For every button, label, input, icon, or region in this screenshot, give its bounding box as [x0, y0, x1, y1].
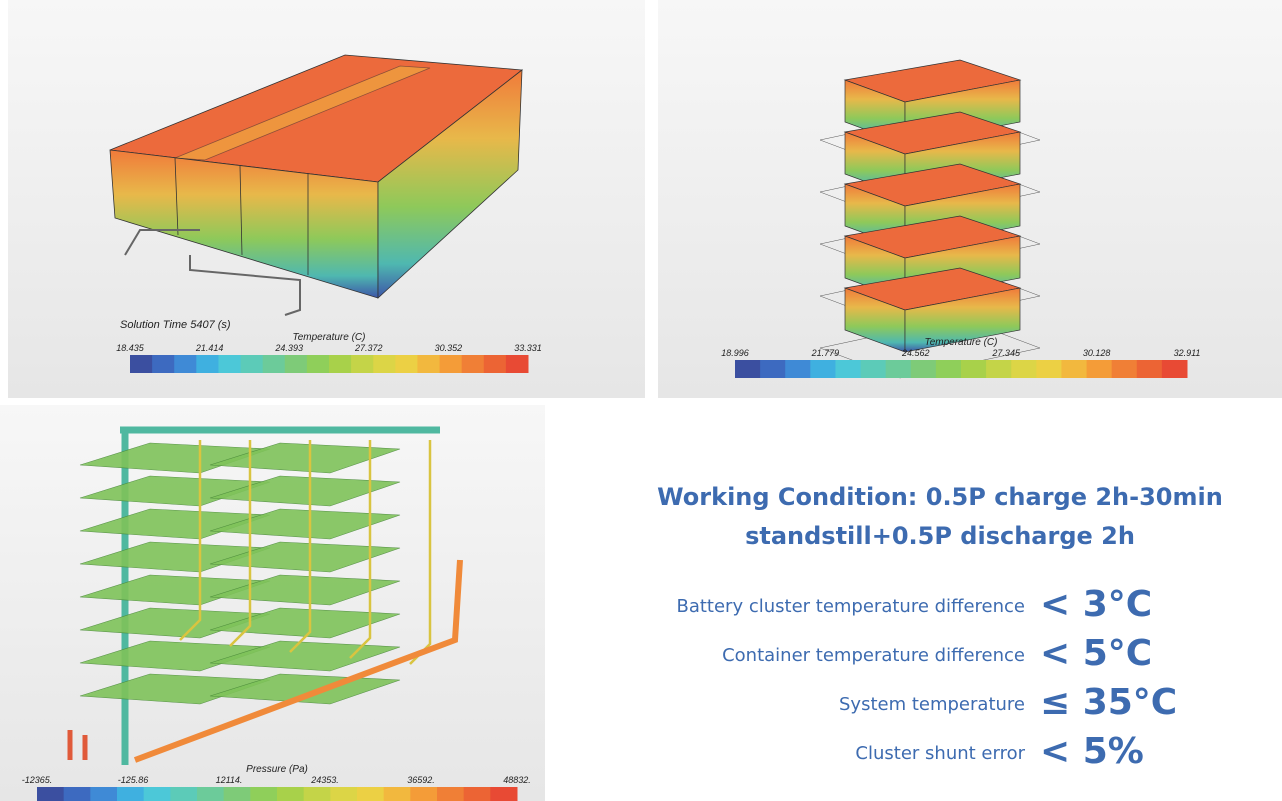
- colorbar-swatch: [395, 355, 418, 373]
- colorbar-swatch: [307, 355, 330, 373]
- colorbar-swatch: [410, 787, 437, 801]
- colorbar-swatch: [1162, 360, 1188, 378]
- colorbar-swatch: [936, 360, 962, 378]
- colorbar-swatch: [357, 787, 384, 801]
- colorbar-title: Pressure (Pa): [246, 764, 308, 775]
- colorbar-swatch: [437, 787, 464, 801]
- colorbar-swatch: [835, 360, 861, 378]
- colorbar-swatch: [1112, 360, 1138, 378]
- colorbar-swatch: [218, 355, 241, 373]
- colorbar-swatch: [329, 355, 352, 373]
- metric-label: Cluster shunt error: [855, 743, 1025, 764]
- caption: Solution Time 5407 (s): [120, 319, 231, 331]
- colorbar-label: 33.331: [514, 343, 542, 353]
- colorbar-swatch: [152, 355, 175, 373]
- colorbar-swatch: [464, 787, 491, 801]
- colorbar-label: 30.352: [435, 343, 463, 353]
- colorbar-swatch: [484, 355, 507, 373]
- colorbar-swatch: [373, 355, 396, 373]
- colorbar-swatch: [961, 360, 987, 378]
- metric-label: Container temperature difference: [722, 645, 1025, 666]
- colorbar-swatch: [90, 787, 117, 801]
- colorbar-swatch: [304, 787, 331, 801]
- page: Solution Time 5407 (s) Working Condition…: [0, 0, 1282, 801]
- heading: Working Condition: 0.5P charge 2h-30min: [657, 483, 1223, 511]
- colorbar-swatch: [117, 787, 144, 801]
- colorbar-swatch: [64, 787, 91, 801]
- colorbar-swatch: [417, 355, 440, 373]
- colorbar-swatch: [440, 355, 463, 373]
- colorbar-label: 36592.: [407, 775, 435, 785]
- colorbar-swatch: [250, 787, 277, 801]
- colorbar-swatch: [196, 355, 219, 373]
- slide: Solution Time 5407 (s) Working Condition…: [0, 0, 1282, 801]
- colorbar-swatch: [330, 787, 357, 801]
- battery-stack: [820, 60, 1040, 378]
- colorbar-swatch: [351, 355, 374, 373]
- colorbar-label: 12114.: [216, 775, 243, 785]
- colorbar-swatch: [462, 355, 485, 373]
- colorbar-swatch: [224, 787, 251, 801]
- colorbar-swatch: [384, 787, 411, 801]
- colorbar-swatch: [490, 787, 517, 801]
- colorbar-label: 21.779: [811, 348, 840, 358]
- colorbar-label: -125.86: [118, 775, 149, 785]
- colorbar-swatch: [810, 360, 836, 378]
- colorbar-swatch: [1011, 360, 1037, 378]
- metric-label: System temperature: [839, 694, 1025, 715]
- colorbar-swatch: [1036, 360, 1062, 378]
- colorbar-label: 18.435: [116, 343, 145, 353]
- colorbar-label: 24.393: [274, 343, 303, 353]
- colorbar-swatch: [1137, 360, 1163, 378]
- colorbar-swatch: [785, 360, 811, 378]
- colorbar-swatch: [277, 787, 304, 801]
- colorbar-swatch: [37, 787, 64, 801]
- metric-label: Battery cluster temperature difference: [676, 596, 1025, 617]
- colorbar-swatch: [144, 787, 171, 801]
- colorbar-swatch: [174, 355, 197, 373]
- colorbar-label: -12365.: [22, 775, 53, 785]
- colorbar-swatch: [911, 360, 937, 378]
- colorbar-label: 24353.: [310, 775, 339, 785]
- colorbar-label: 48832.: [503, 775, 531, 785]
- colorbar-swatch: [285, 355, 308, 373]
- colorbar-label: 32.911: [1174, 348, 1201, 358]
- colorbar-title: Temperature (C): [925, 337, 998, 348]
- colorbar-swatch: [263, 355, 286, 373]
- colorbar-swatch: [886, 360, 912, 378]
- colorbar-label: 24.562: [901, 348, 930, 358]
- colorbar-swatch: [760, 360, 786, 378]
- colorbar-swatch: [735, 360, 761, 378]
- colorbar-label: 27.372: [354, 343, 383, 353]
- colorbar-label: 27.345: [991, 348, 1021, 358]
- metric-value: ≤ 35°C: [1040, 682, 1177, 723]
- colorbar-swatch: [170, 787, 197, 801]
- colorbar-title: Temperature (C): [293, 332, 366, 343]
- colorbar-swatch: [1061, 360, 1087, 378]
- metric-value: < 5%: [1040, 731, 1144, 772]
- colorbar-swatch: [130, 355, 153, 373]
- colorbar-swatch: [986, 360, 1012, 378]
- metric-value: < 3°C: [1040, 584, 1152, 625]
- colorbar-label: 18.996: [721, 348, 749, 358]
- colorbar-swatch: [506, 355, 529, 373]
- heading: standstill+0.5P discharge 2h: [745, 522, 1135, 550]
- colorbar-swatch: [241, 355, 264, 373]
- colorbar-swatch: [1087, 360, 1113, 378]
- colorbar-label: 30.128: [1083, 348, 1111, 358]
- colorbar-swatch: [861, 360, 887, 378]
- metric-value: < 5°C: [1040, 633, 1152, 674]
- colorbar-swatch: [197, 787, 224, 801]
- colorbar-label: 21.414: [195, 343, 224, 353]
